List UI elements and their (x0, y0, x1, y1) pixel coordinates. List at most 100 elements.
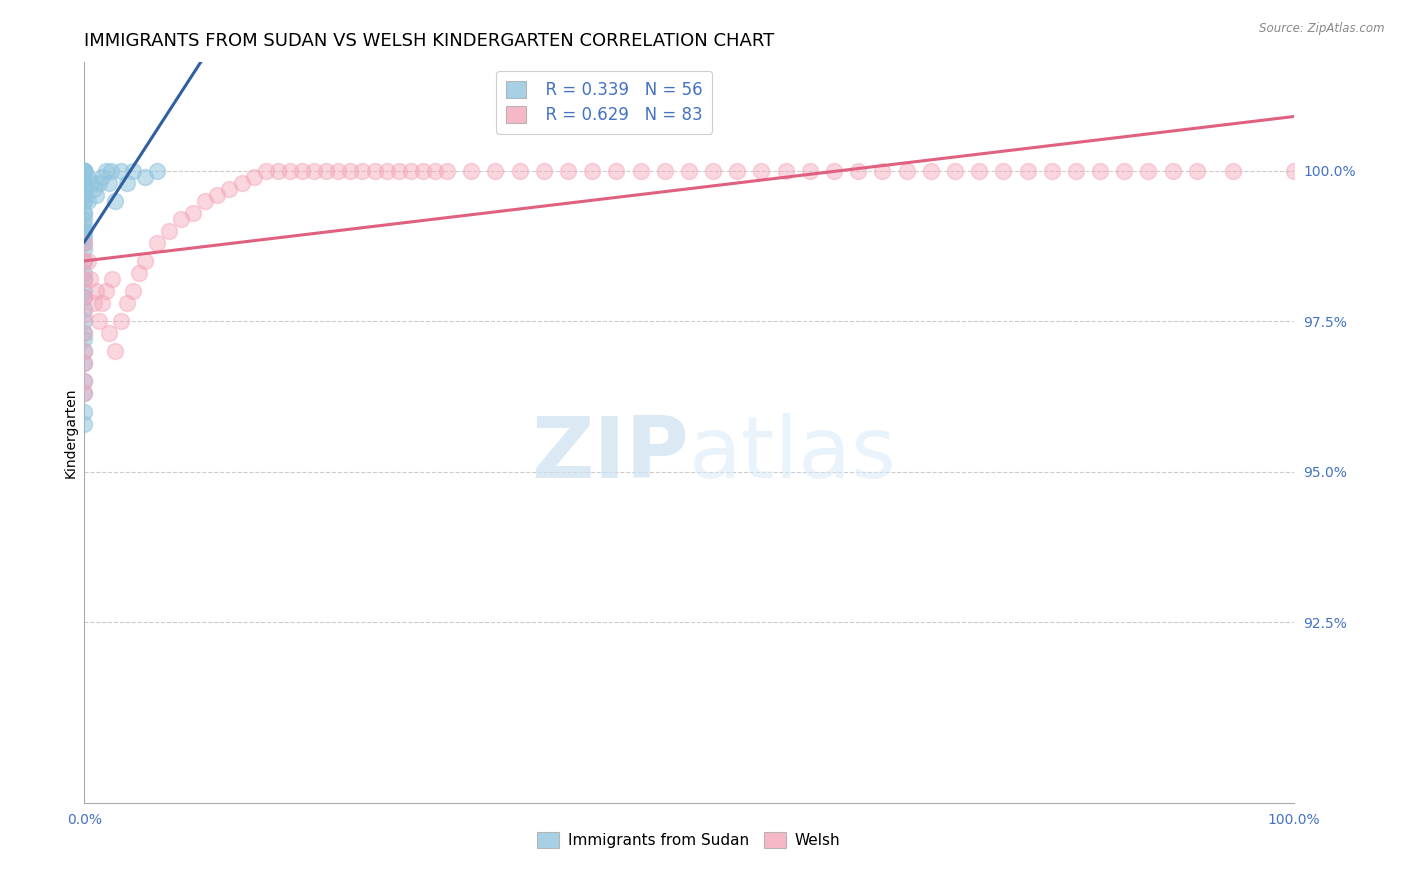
Point (328, 163, 350, 178)
Point (73, 386, 96, 401)
Point (83, 296, 105, 310)
Point (920, 163, 942, 178)
Point (73, 163, 96, 178)
Point (73, 224, 96, 238)
Point (73, 290, 96, 304)
Point (943, 163, 966, 178)
Point (73, 206, 96, 220)
Point (73, 344, 96, 359)
Point (315, 163, 337, 178)
Point (412, 163, 434, 178)
Point (73, 235, 96, 250)
Point (87, 176, 110, 190)
Text: ZIP: ZIP (531, 413, 689, 496)
Point (1161, 163, 1184, 178)
Point (73, 163, 96, 178)
Point (101, 272, 124, 286)
Point (1282, 163, 1305, 178)
Point (170, 211, 193, 226)
Point (605, 163, 627, 178)
Point (73, 272, 96, 286)
Point (557, 163, 579, 178)
Point (110, 163, 132, 178)
Point (896, 163, 918, 178)
Point (73, 224, 96, 238)
Point (581, 163, 603, 178)
Point (630, 163, 652, 178)
Point (846, 163, 869, 178)
Point (73, 194, 96, 208)
Point (73, 326, 96, 341)
Point (104, 344, 127, 359)
Point (94, 163, 117, 178)
Point (1040, 163, 1063, 178)
Point (94, 284, 117, 298)
Point (134, 254, 156, 268)
Point (254, 163, 277, 178)
Point (73, 163, 96, 178)
Point (73, 230, 96, 244)
Point (86, 284, 108, 298)
Point (73, 176, 96, 190)
Point (73, 194, 96, 208)
Point (73, 211, 96, 226)
Point (678, 163, 700, 178)
Point (79, 272, 101, 286)
Point (1114, 163, 1136, 178)
Point (73, 404, 96, 418)
Point (436, 163, 458, 178)
Point (460, 163, 482, 178)
Point (146, 235, 169, 250)
Point (399, 163, 422, 178)
Point (1222, 163, 1244, 178)
Point (231, 176, 253, 190)
Point (77, 194, 100, 208)
Point (242, 169, 264, 184)
Point (73, 308, 96, 322)
Point (146, 163, 169, 178)
Point (104, 194, 127, 208)
Point (291, 163, 314, 178)
Point (533, 163, 555, 178)
Point (80, 176, 103, 190)
Point (134, 169, 156, 184)
Point (100, 163, 122, 178)
Point (73, 375, 96, 389)
Point (872, 163, 894, 178)
Point (157, 224, 180, 238)
Point (97, 176, 120, 190)
Point (775, 163, 797, 178)
Point (115, 176, 138, 190)
Point (73, 314, 96, 328)
Point (1185, 163, 1208, 178)
Text: atlas: atlas (689, 413, 897, 496)
Point (73, 254, 96, 268)
Point (91, 169, 114, 184)
Point (77, 254, 100, 268)
Point (73, 254, 96, 268)
Point (86, 187, 108, 202)
Point (73, 344, 96, 359)
Point (73, 187, 96, 202)
Point (73, 163, 96, 178)
Point (1017, 163, 1039, 178)
Point (73, 272, 96, 286)
Point (73, 163, 96, 178)
Point (823, 163, 845, 178)
Point (73, 356, 96, 370)
Point (73, 284, 96, 298)
Text: IMMIGRANTS FROM SUDAN VS WELSH KINDERGARTEN CORRELATION CHART: IMMIGRANTS FROM SUDAN VS WELSH KINDERGAR… (84, 32, 775, 50)
Point (97, 326, 120, 341)
Point (73, 182, 96, 196)
Point (73, 326, 96, 341)
Point (121, 163, 143, 178)
Point (181, 206, 204, 220)
Point (218, 182, 240, 196)
Point (73, 375, 96, 389)
Point (207, 187, 229, 202)
Point (73, 218, 96, 232)
Point (194, 194, 217, 208)
Point (87, 314, 110, 328)
Legend: Immigrants from Sudan, Welsh: Immigrants from Sudan, Welsh (531, 826, 846, 855)
Point (302, 163, 325, 178)
